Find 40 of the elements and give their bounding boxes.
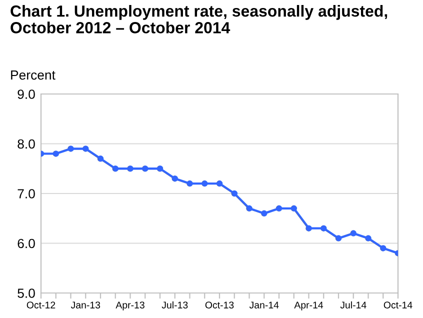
- point: [216, 180, 223, 187]
- point: [320, 225, 327, 232]
- point: [365, 235, 372, 242]
- point: [97, 156, 104, 162]
- point: [306, 225, 312, 232]
- y-tick-label: 6.0: [18, 238, 35, 248]
- x-tick-label: Oct-13: [205, 302, 234, 308]
- x-tick-label: Jul-14: [340, 301, 366, 308]
- x-tick-label: Oct-12: [26, 302, 56, 308]
- y-axis-title: Percent: [11, 70, 56, 80]
- point: [52, 150, 59, 157]
- point: [261, 210, 268, 217]
- x-tick-label: Jan-14: [249, 302, 279, 308]
- point: [202, 180, 208, 187]
- point: [112, 166, 118, 172]
- x-tick-label: Jul-13: [162, 301, 188, 308]
- point: [82, 146, 89, 152]
- point: [276, 205, 282, 212]
- chart-title: Chart 1. Unemployment rate, seasonally adjusted, October 2012 – October 2014: [10, 5, 388, 34]
- point: [142, 166, 148, 172]
- line-series: [41, 146, 398, 256]
- x-tick-label: Oct-14: [384, 302, 412, 308]
- x-tick-label: Apr-13: [116, 302, 144, 310]
- point: [246, 205, 252, 212]
- point: [231, 190, 238, 197]
- point: [335, 235, 342, 242]
- y-tick-label: 7.0: [18, 189, 35, 198]
- y-tick-label: 9.0: [18, 90, 35, 99]
- point: [186, 180, 193, 187]
- point: [172, 175, 178, 182]
- point: [290, 205, 297, 212]
- point: [68, 146, 74, 152]
- x-tick-label: Jan-13: [70, 302, 100, 308]
- x-tick-label: Apr-14: [294, 302, 324, 310]
- point: [380, 245, 386, 252]
- point: [350, 230, 356, 236]
- y-tick-label: 5.0: [18, 288, 35, 298]
- y-tick-label: 8.0: [18, 139, 35, 149]
- point: [156, 166, 164, 172]
- point: [127, 166, 134, 172]
